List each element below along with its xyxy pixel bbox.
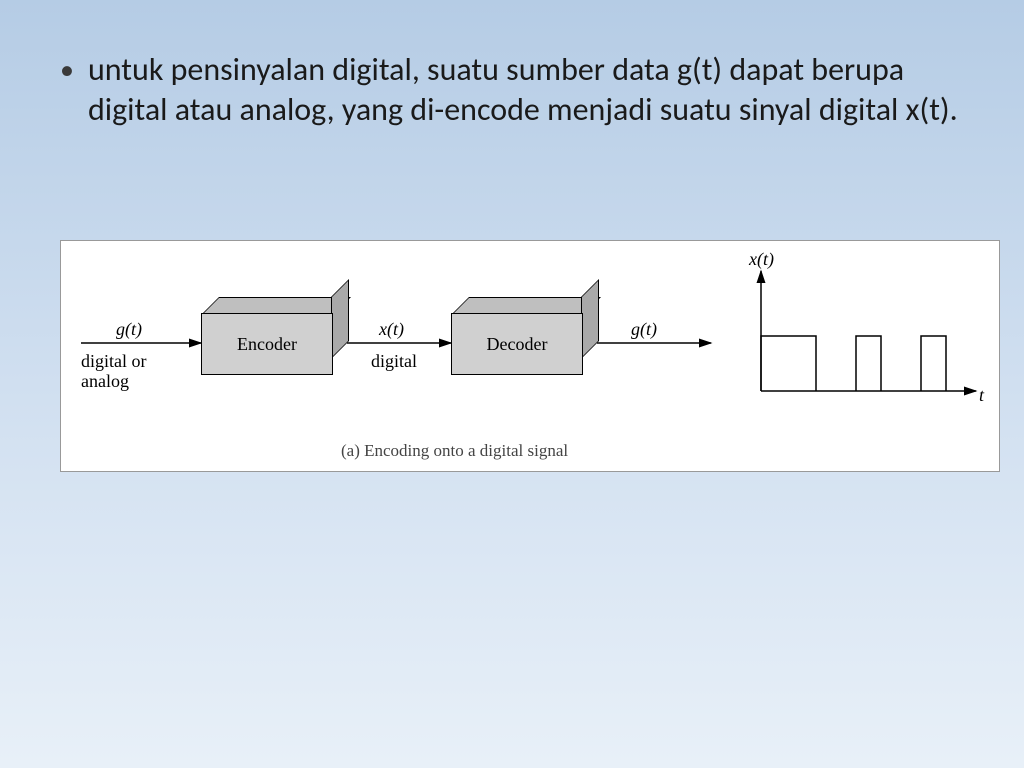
- x-axis-label: t: [979, 385, 984, 406]
- input-signal-label: g(t): [116, 319, 142, 340]
- diagram-panel: Encoder Decoder g(t) digital or analog x…: [60, 240, 1000, 472]
- waveform-pulse-3: [921, 336, 946, 391]
- bullet-marker: •: [60, 50, 74, 90]
- diagram-area: Encoder Decoder g(t) digital or analog x…: [61, 241, 999, 471]
- input-signal-sub1: digital or: [81, 351, 147, 372]
- encoder-label: Encoder: [237, 334, 297, 355]
- slide: • untuk pensinyalan digital, suatu sumbe…: [0, 0, 1024, 768]
- figure-caption: (a) Encoding onto a digital signal: [341, 441, 568, 461]
- bullet-item: • untuk pensinyalan digital, suatu sumbe…: [60, 50, 964, 130]
- waveform-pulse-1: [761, 336, 816, 391]
- waveform-pulse-2: [856, 336, 881, 391]
- decoder-label: Decoder: [487, 334, 548, 355]
- y-axis-label: x(t): [749, 249, 774, 270]
- input-signal-sub2: analog: [81, 371, 129, 392]
- mid-signal-label: x(t): [379, 319, 404, 340]
- output-signal-label: g(t): [631, 319, 657, 340]
- mid-signal-sub: digital: [371, 351, 417, 372]
- bullet-text: untuk pensinyalan digital, suatu sumber …: [88, 50, 964, 130]
